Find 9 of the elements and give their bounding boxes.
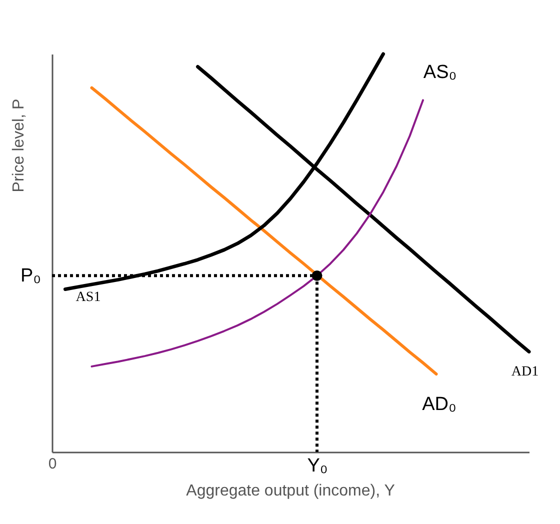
x-axis-title: Aggregate output (income), Y: [186, 482, 396, 500]
text: P₀: [20, 266, 41, 287]
y-axis-title: Price level, P: [10, 98, 28, 192]
series-label: AS₀: [423, 62, 457, 84]
series-label: AD1: [511, 364, 539, 380]
x-tick-label: 0: [48, 456, 57, 472]
x-tick-label: Y₀: [307, 456, 328, 476]
series-label: AD₀: [422, 394, 456, 415]
series-label: AS1: [76, 290, 101, 306]
